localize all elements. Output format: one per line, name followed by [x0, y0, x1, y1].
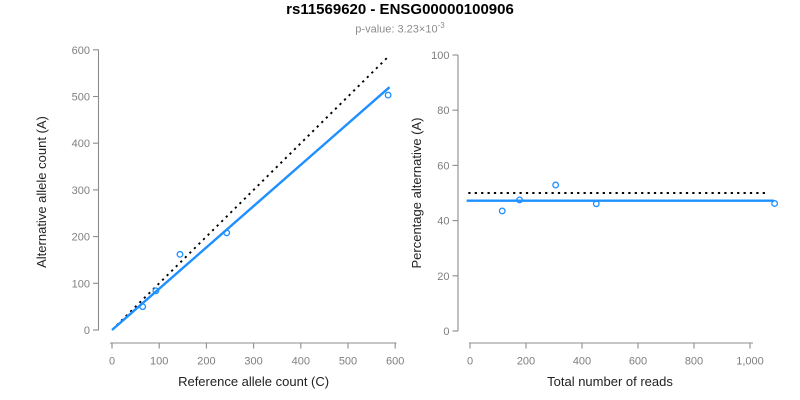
data-point	[592, 200, 600, 208]
y-tick-label: 0	[443, 326, 449, 338]
x-tick-label: 1,000	[736, 356, 764, 368]
x-axis-title: Total number of reads	[547, 374, 673, 389]
x-tick-label: 600	[629, 356, 647, 368]
y-tick-label: 500	[72, 92, 90, 104]
allele-counts-plot: 0 100 200 300 400 500 600 0 100 200 300 400 500 600 Re…	[34, 45, 404, 389]
x-tick-label: 500	[339, 356, 357, 368]
data-point	[176, 250, 184, 258]
figure-title: rs11569620 - ENSG00000100906	[286, 1, 514, 18]
y-axis-title: Percentage alternative (A)	[409, 117, 424, 268]
y-tick-label: 600	[72, 45, 90, 57]
y-tick-label: 40	[437, 216, 449, 228]
x-tick-label: 800	[685, 356, 703, 368]
x-tick-label: 300	[244, 356, 262, 368]
x-tick-label: 400	[292, 356, 310, 368]
data-point	[384, 91, 392, 99]
data-point	[139, 303, 147, 311]
regression-line	[111, 86, 391, 331]
y-tick-label: 300	[72, 185, 90, 197]
data-point	[223, 229, 231, 237]
data-point	[498, 207, 506, 215]
x-tick-label: 200	[197, 356, 215, 368]
data-point	[552, 181, 560, 189]
x-tick-label: 100	[150, 356, 168, 368]
data-point	[771, 200, 779, 207]
y-tick-label: 80	[437, 105, 449, 117]
x-tick-label: 600	[386, 356, 404, 368]
y-tick-label: 100	[431, 50, 449, 62]
x-tick-label: 200	[517, 356, 535, 368]
pvalue-exponent: -3	[437, 21, 445, 30]
x-tick-label: 400	[573, 356, 591, 368]
y-tick-label: 100	[72, 278, 90, 290]
y-tick-label: 0	[84, 325, 90, 337]
data-point	[152, 287, 160, 295]
identity-dotted-line	[116, 56, 389, 327]
y-tick-label: 200	[72, 232, 90, 244]
pvalue-text: p-value: 3.23×10	[355, 23, 438, 36]
y-tick-label: 60	[437, 160, 449, 172]
percentage-alternative-plot: 0 200 400 600 800 1,000 0 20 40 60 80 100 Total numb…	[409, 50, 779, 389]
data-point	[516, 196, 524, 204]
x-axis-title: Reference allele count (C)	[178, 374, 329, 389]
y-tick-label: 20	[437, 271, 449, 283]
y-axis-title: Alternative allele count (A)	[34, 116, 49, 268]
x-tick-label: 0	[109, 356, 115, 368]
figure-subtitle: p-value: 3.23×10-3	[0, 21, 800, 36]
y-tick-label: 400	[72, 138, 90, 150]
x-tick-label: 0	[467, 356, 473, 368]
